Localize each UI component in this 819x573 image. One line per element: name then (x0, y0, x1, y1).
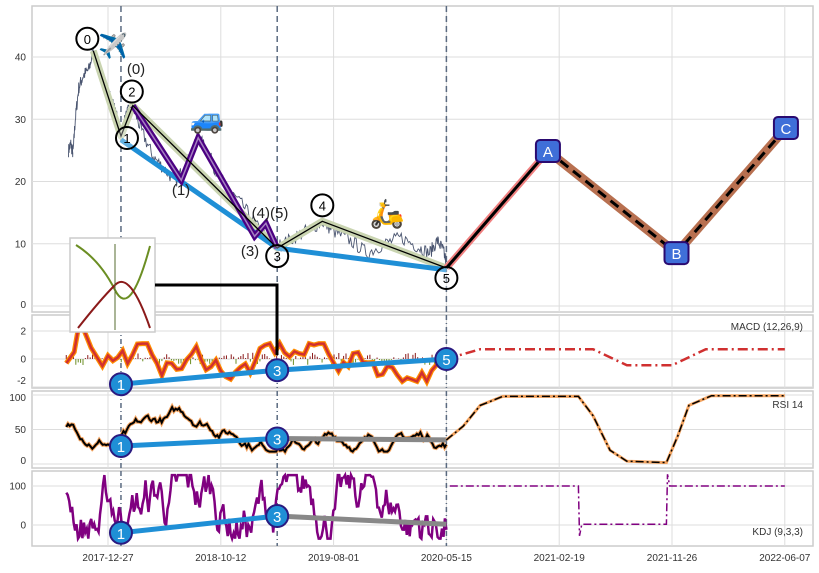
macd-y-tick-label: -2 (17, 376, 26, 387)
rsi-label: RSI 14 (772, 400, 803, 411)
wave-circle (434, 266, 459, 291)
wave-circle (114, 126, 139, 151)
wave-circle (119, 79, 144, 104)
x-tick-label: 2018-10-12 (195, 553, 247, 564)
kdj-label: KDJ (9,3,3) (752, 527, 803, 538)
x-tick-label: 2019-08-01 (308, 553, 360, 564)
rsi-y-tick-label: 50 (15, 425, 27, 436)
kdj-trend-label: 1 (117, 526, 125, 543)
wave-circle (75, 26, 100, 51)
projection-box (534, 138, 561, 163)
kdj-line (65, 470, 448, 543)
wave-circle (265, 244, 290, 269)
rsi-y-tick-label: 100 (9, 393, 26, 404)
rsi-gray-line (277, 436, 447, 443)
kdj-trend-label: 3 (273, 509, 281, 526)
main-y-tick-label: 40 (15, 53, 27, 64)
emoji-icon: ✈️ (98, 31, 128, 60)
projection-label: B (672, 246, 682, 263)
macd-projection (446, 347, 785, 367)
rsi-projection (445, 394, 785, 464)
rsi-y-tick-label: 0 (20, 456, 26, 467)
series-layer (64, 47, 790, 543)
wave-label: 4 (319, 198, 326, 213)
rsi-trend-circle (108, 434, 133, 459)
sub-wave-label: (4)(5) (252, 205, 289, 222)
connector-line (155, 283, 279, 355)
macd-trend-circle (434, 347, 459, 371)
macd-y-tick-label: 2 (20, 327, 26, 338)
x-tick-label: 2017-12-27 (82, 553, 134, 564)
kdj-y-tick-label: 100 (9, 482, 26, 493)
projection-a-line (445, 150, 550, 269)
wave-line (92, 50, 447, 269)
projection-label: A (543, 144, 553, 161)
marker-layer: 0 1 2 3 4 5 (0) (1) (3) (4)(5) A B C ✈️ 🚙 🛵 1 3 5 1 3 1 3 (69, 26, 799, 545)
kdj-trend-circle (265, 504, 290, 529)
kdj-trend-circle (108, 520, 133, 545)
wave-label: 1 (123, 131, 130, 146)
x-tick-label: 2020-05-15 (421, 553, 473, 564)
x-tick-label: 2022-06-07 (759, 553, 811, 564)
rsi-trend-line (120, 436, 278, 449)
macd-trend-label: 3 (273, 363, 281, 380)
wave-label: 5 (443, 271, 450, 286)
grid (31, 5, 814, 547)
emoji-icon: 🚙 (190, 103, 225, 135)
rsi-trend-label: 1 (117, 439, 125, 456)
rsi-trend-label: 3 (273, 431, 281, 448)
kdj-trend-line (120, 513, 278, 536)
sub-wave-label: (1) (172, 182, 190, 199)
main-y-tick-label: 30 (15, 115, 27, 126)
sub-wave-inner (132, 105, 278, 249)
macd-trend-circle (265, 358, 290, 383)
sub-wave-label: (0) (127, 61, 145, 78)
kdj-gray-line (277, 513, 447, 527)
main-y-tick-label: 20 (15, 177, 27, 188)
wave-circle (310, 193, 335, 218)
projection-box (772, 115, 799, 140)
macd-line (65, 315, 448, 385)
emoji-icon: 🛵 (370, 198, 405, 230)
projection-box (663, 241, 690, 266)
wave-label: 3 (274, 249, 281, 264)
sub-wave-label: (3) (241, 243, 259, 260)
kdj-y-tick-label: 0 (20, 521, 26, 532)
macd-trend-label: 1 (117, 377, 125, 394)
rsi-line (65, 404, 448, 454)
macd-label: MACD (12,26,9) (731, 322, 803, 333)
x-tick-label: 2021-02-19 (534, 553, 586, 564)
rsi-trend-circle (265, 426, 290, 451)
main-y-tick-label: 0 (20, 300, 26, 311)
macd-trend-label: 5 (442, 352, 450, 369)
main-y-tick-label: 10 (15, 239, 27, 250)
wave-label: 2 (128, 85, 135, 100)
x-tick-label: 2021-11-26 (647, 553, 698, 564)
macd-trend-circle (108, 372, 133, 397)
projection-label: C (781, 121, 792, 138)
wave-label: 0 (84, 32, 91, 47)
macd-y-tick-label: 0 (20, 355, 26, 366)
